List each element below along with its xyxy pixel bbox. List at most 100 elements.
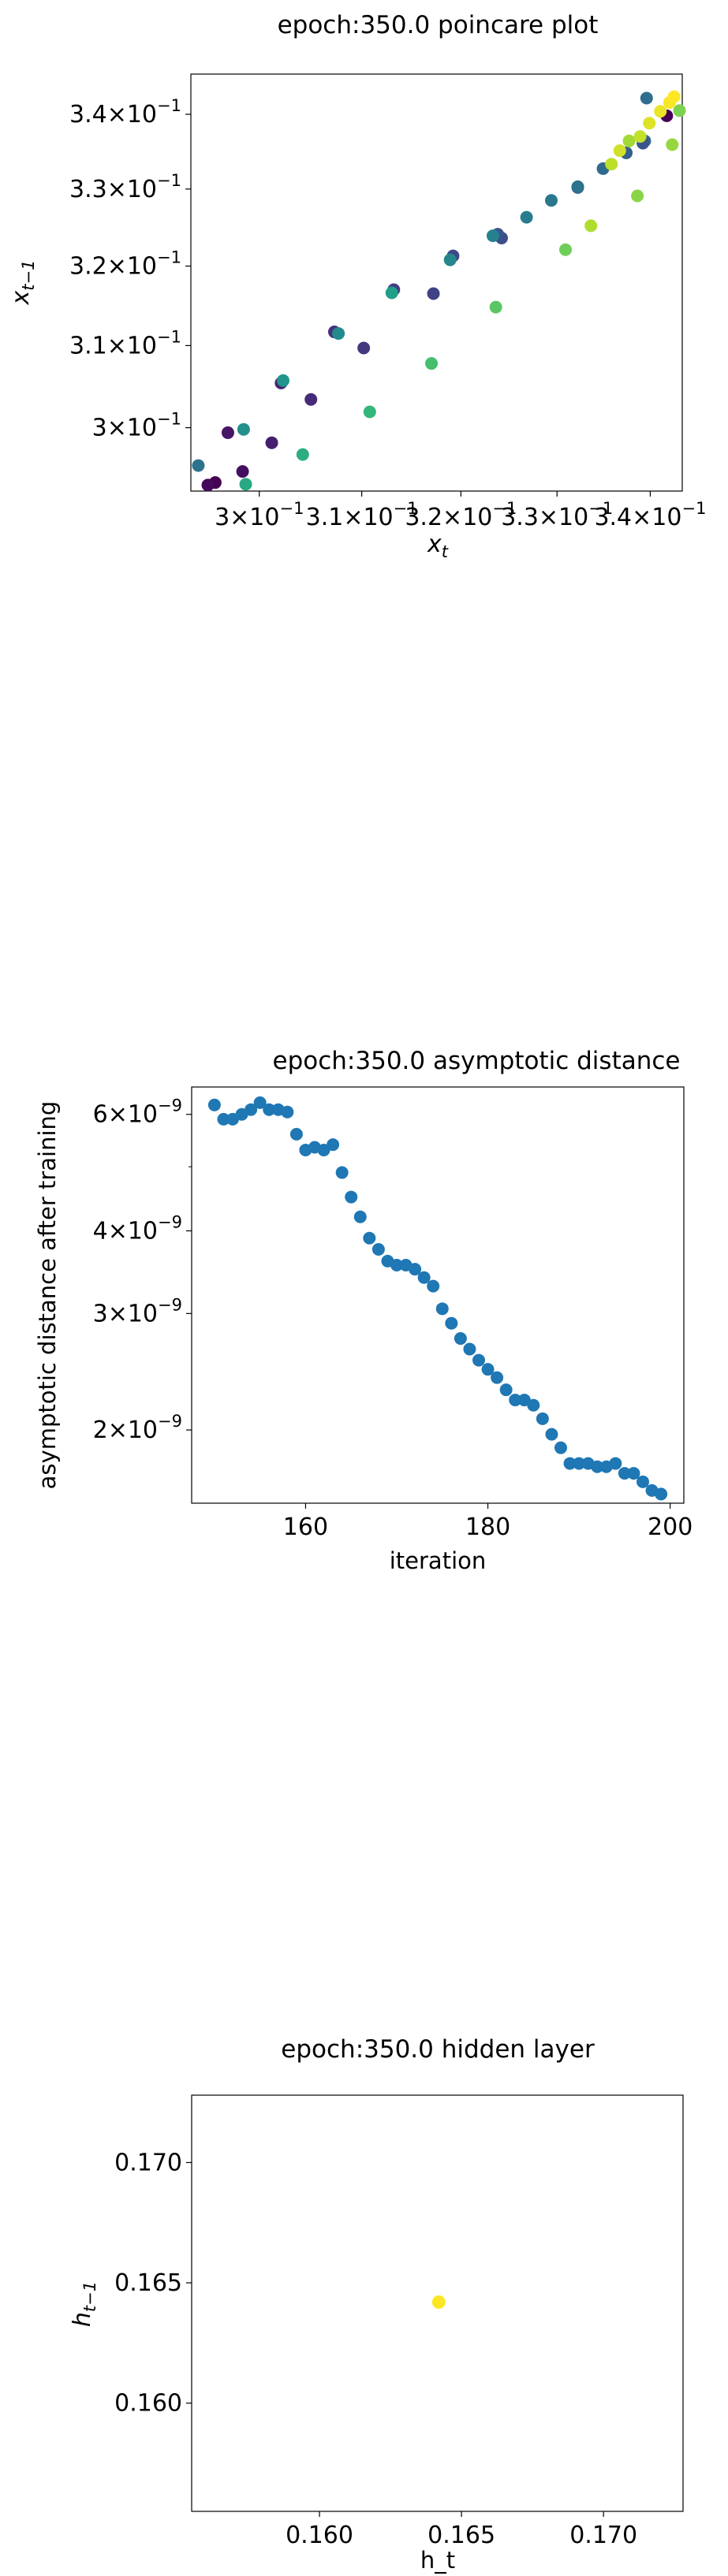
data-point bbox=[618, 1467, 631, 1480]
data-point bbox=[622, 134, 636, 147]
x-axis-ticks: 160 180 200 bbox=[283, 1503, 693, 1541]
tick-label: 3.2×10−1 bbox=[69, 248, 181, 281]
x-axis-ticks: 3×10−1 3.1×10−13.2×10−13.3×10−13.4×10−1 bbox=[215, 491, 706, 531]
data-point bbox=[317, 1143, 330, 1156]
data-point bbox=[545, 1428, 558, 1441]
data-point bbox=[263, 1103, 276, 1116]
tick-label: 0.160 bbox=[114, 2390, 182, 2418]
data-point bbox=[427, 1279, 440, 1293]
data-point bbox=[666, 138, 679, 151]
data-point bbox=[335, 1166, 349, 1179]
data-point bbox=[584, 219, 598, 233]
data-point bbox=[245, 1103, 258, 1116]
data-point bbox=[655, 1487, 668, 1501]
data-point bbox=[486, 229, 499, 243]
scatter-points bbox=[207, 1096, 668, 1501]
tick-label: 200 bbox=[648, 1513, 693, 1541]
data-point bbox=[491, 1371, 504, 1384]
data-point bbox=[207, 1098, 221, 1111]
data-point bbox=[353, 1210, 367, 1223]
data-point bbox=[236, 465, 249, 478]
x-axis-label: xt bbox=[427, 530, 449, 561]
chart-title: epoch:350.0 asymptotic distance bbox=[273, 1047, 681, 1075]
data-point bbox=[571, 180, 584, 193]
data-point bbox=[481, 1363, 495, 1376]
data-point bbox=[640, 91, 653, 105]
data-point bbox=[627, 1467, 640, 1480]
tick-label: 3.1×10−1 bbox=[306, 499, 418, 531]
chart-title: epoch:350.0 poincare plot bbox=[278, 11, 599, 39]
tick-label: 3×10−1 bbox=[215, 499, 304, 531]
data-point bbox=[289, 1127, 303, 1141]
tick-label: 3.1×10−1 bbox=[69, 327, 181, 359]
data-point bbox=[417, 1271, 431, 1284]
data-point bbox=[192, 459, 205, 472]
data-point bbox=[463, 1342, 476, 1356]
data-point bbox=[363, 405, 376, 419]
tick-label: 2×10−9 bbox=[93, 1412, 182, 1444]
tick-label: 6×10−9 bbox=[93, 1096, 182, 1129]
tick-label: 180 bbox=[465, 1513, 510, 1541]
tick-label: 3×10−1 bbox=[92, 410, 181, 442]
data-point bbox=[633, 130, 647, 143]
data-point bbox=[363, 1231, 376, 1245]
hidden-layer-chart: epoch:350.0 hidden layer 0.160 0.165 0.170… bbox=[69, 2035, 684, 2574]
y-axis-ticks: 0.160 0.165 0.170 bbox=[114, 2149, 192, 2418]
poincare-chart: epoch:350.0 poincare plot 3×10−1 3.1×10−1… bbox=[7, 11, 706, 561]
data-point bbox=[499, 1383, 513, 1397]
data-point bbox=[253, 1096, 267, 1109]
data-point bbox=[385, 286, 398, 300]
data-point bbox=[390, 1258, 403, 1271]
data-point bbox=[472, 1353, 485, 1367]
y-axis-ticks: 3×10−1 3.1×10−1 3.2×10−1 3.3×10−1 3.4×10−1 bbox=[69, 96, 191, 442]
tick-label: 3.4×10−1 bbox=[594, 499, 706, 531]
data-point bbox=[445, 1316, 458, 1330]
data-point bbox=[489, 300, 502, 314]
tick-label: 3.3×10−1 bbox=[501, 499, 613, 531]
data-point bbox=[631, 189, 644, 203]
scatter-points bbox=[431, 2295, 446, 2309]
tick-label: 3.3×10−1 bbox=[69, 171, 181, 203]
data-point bbox=[454, 1332, 467, 1346]
data-point bbox=[239, 478, 252, 491]
data-point bbox=[435, 1302, 449, 1316]
data-point bbox=[563, 1457, 577, 1470]
y-axis-label: asymptotic distance after training bbox=[34, 1101, 61, 1490]
data-point bbox=[409, 1263, 422, 1276]
plot-area bbox=[190, 73, 683, 492]
tick-label: 3×10−9 bbox=[93, 1295, 182, 1327]
data-point bbox=[201, 478, 215, 492]
data-point bbox=[265, 436, 278, 449]
y-axis-label: xt−1 bbox=[7, 260, 38, 306]
data-point bbox=[673, 104, 686, 117]
x-axis-label: iteration bbox=[390, 1547, 487, 1574]
data-point bbox=[425, 357, 439, 370]
data-point bbox=[573, 1457, 586, 1470]
data-point bbox=[357, 341, 371, 355]
data-point bbox=[304, 393, 318, 406]
data-point bbox=[558, 243, 572, 256]
data-point bbox=[509, 1394, 522, 1407]
tick-label: 0.160 bbox=[286, 2522, 353, 2549]
y-axis-ticks: 2×10−9 3×10−9 4×10−9 6×10−9 bbox=[93, 1096, 192, 1444]
data-point bbox=[371, 1243, 385, 1256]
data-point bbox=[221, 426, 234, 439]
x-axis-ticks: 0.160 0.165 0.170 bbox=[286, 2511, 637, 2549]
tick-label: 0.170 bbox=[569, 2522, 637, 2549]
data-point bbox=[276, 374, 289, 387]
plot-area bbox=[191, 1086, 685, 1504]
data-point bbox=[554, 1441, 567, 1454]
tick-label: 0.165 bbox=[114, 2269, 182, 2297]
data-point bbox=[296, 448, 309, 461]
tick-label: 160 bbox=[283, 1513, 328, 1541]
data-point bbox=[637, 1475, 649, 1488]
data-point bbox=[345, 1190, 358, 1204]
data-point bbox=[237, 423, 250, 436]
data-point bbox=[609, 1457, 622, 1470]
data-point bbox=[643, 117, 656, 130]
tick-label: 4×10−9 bbox=[93, 1213, 182, 1245]
data-point bbox=[327, 1138, 340, 1152]
asymptotic-distance-chart: epoch:350.0 asymptotic distance 160 180 20… bbox=[34, 1047, 693, 1574]
chart-title: epoch:350.0 hidden layer bbox=[281, 2035, 595, 2064]
